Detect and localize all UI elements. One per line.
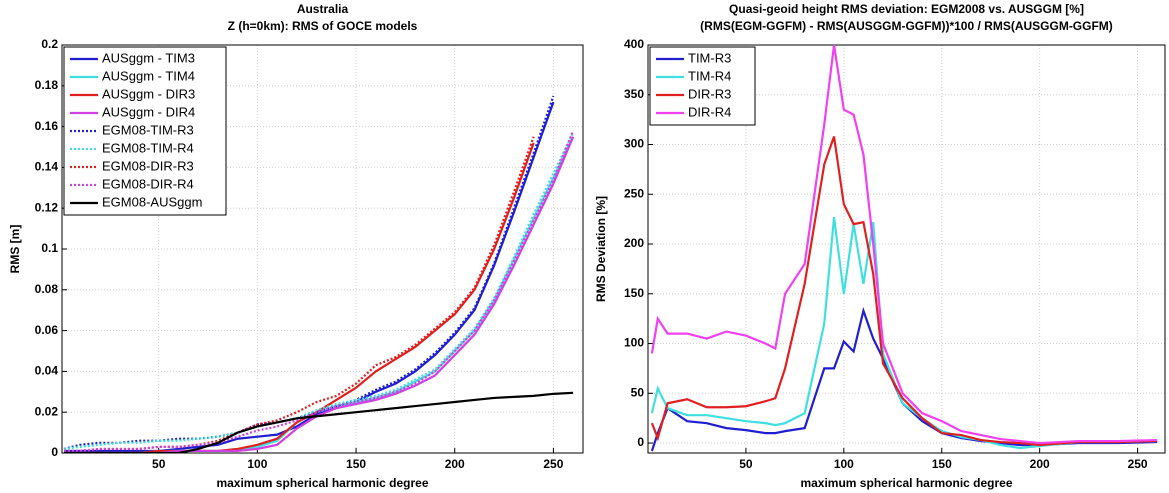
y-tick-label: 0	[51, 445, 58, 459]
y-tick-label: 200	[624, 236, 644, 250]
series-line	[63, 132, 575, 451]
legend: AUSggm - TIM3 AUSggm - TIM4 AUSggm - DIR3 A…	[63, 46, 227, 216]
series-line	[650, 136, 1158, 447]
y-axis-label: RMS Deviation [%]	[594, 196, 608, 302]
y-tick-label: 400	[624, 37, 644, 51]
panel: Australia Z (h=0km): RMS of GOCE models ma…	[8, 2, 584, 490]
series-line	[63, 95, 555, 450]
legend-label: AUSggm - DIR4	[102, 104, 195, 119]
chart-title: Quasi-geoid height RMS deviation: EGM200…	[729, 2, 1084, 16]
series-line	[63, 130, 575, 453]
legend-label: AUSggm - TIM3	[102, 50, 195, 65]
x-axis-label: maximum spherical harmonic degree	[216, 476, 428, 490]
y-tick-label: 0.18	[35, 78, 59, 92]
chart-title: Australia	[297, 2, 349, 16]
series-group	[63, 95, 575, 453]
series-line	[63, 101, 555, 453]
panel: Quasi-geoid height RMS deviation: EGM200…	[594, 2, 1166, 490]
x-tick-label: 50	[152, 457, 166, 471]
y-tick-label: 150	[624, 286, 644, 300]
y-tick-label: 300	[624, 137, 644, 151]
y-tick-label: 0.2	[41, 37, 58, 51]
series-line	[650, 306, 1158, 452]
y-tick-label: 0.02	[35, 404, 59, 418]
y-tick-label: 100	[624, 336, 644, 350]
plot-frame	[61, 44, 584, 454]
x-tick-label: 200	[445, 457, 465, 471]
series-line	[63, 142, 535, 453]
y-tick-label: 0	[637, 435, 644, 449]
legend: TIM-R3 TIM-R4 DIR-R3 DIR-R4	[649, 46, 756, 126]
series-line	[63, 391, 574, 453]
y-tick-label: 0.06	[35, 323, 59, 337]
legend-label: DIR-R4	[688, 104, 731, 119]
legend-label: AUSggm - DIR3	[102, 86, 195, 101]
y-tick-label: 350	[624, 87, 644, 101]
x-tick-label: 250	[543, 457, 563, 471]
x-tick-label: 100	[834, 457, 854, 471]
x-tick-label: 50	[739, 457, 753, 471]
y-tick-label: 0.08	[35, 282, 59, 296]
legend-label: AUSggm - TIM4	[102, 68, 195, 83]
legend-label: EGM08-DIR-R3	[102, 158, 194, 173]
y-tick-label: 0.04	[35, 364, 59, 378]
chart-subtitle: Z (h=0km): RMS of GOCE models	[228, 19, 418, 33]
series-group	[650, 45, 1158, 452]
series-line	[650, 45, 1158, 445]
legend-label: EGM08-AUSggm	[102, 194, 202, 209]
y-tick-label: 0.16	[35, 119, 59, 133]
x-axis-label: maximum spherical harmonic degree	[800, 476, 1012, 490]
x-tick-label: 250	[1128, 457, 1148, 471]
legend-label: TIM-R3	[688, 50, 731, 65]
legend-label: EGM08-DIR-R4	[102, 176, 194, 191]
plot-frame	[647, 44, 1166, 454]
y-axis-label: RMS [m]	[8, 225, 22, 274]
y-tick-label: 250	[624, 186, 644, 200]
legend-label: TIM-R4	[688, 68, 731, 83]
legend-label: EGM08-TIM-R3	[102, 122, 194, 137]
x-tick-label: 100	[247, 457, 267, 471]
y-tick-label: 0.14	[35, 160, 59, 174]
y-tick-label: 0.1	[41, 241, 58, 255]
legend-label: DIR-R3	[688, 86, 731, 101]
y-tick-label: 50	[631, 385, 645, 399]
chart-subtitle: (RMS(EGM-GGFM) - RMS(AUSGGM-GGFM))*100 /…	[700, 19, 1113, 33]
legend-label: EGM08-TIM-R4	[102, 140, 194, 155]
x-tick-label: 150	[932, 457, 952, 471]
x-tick-label: 200	[1030, 457, 1050, 471]
x-tick-label: 150	[346, 457, 366, 471]
y-tick-label: 0.12	[35, 200, 59, 214]
